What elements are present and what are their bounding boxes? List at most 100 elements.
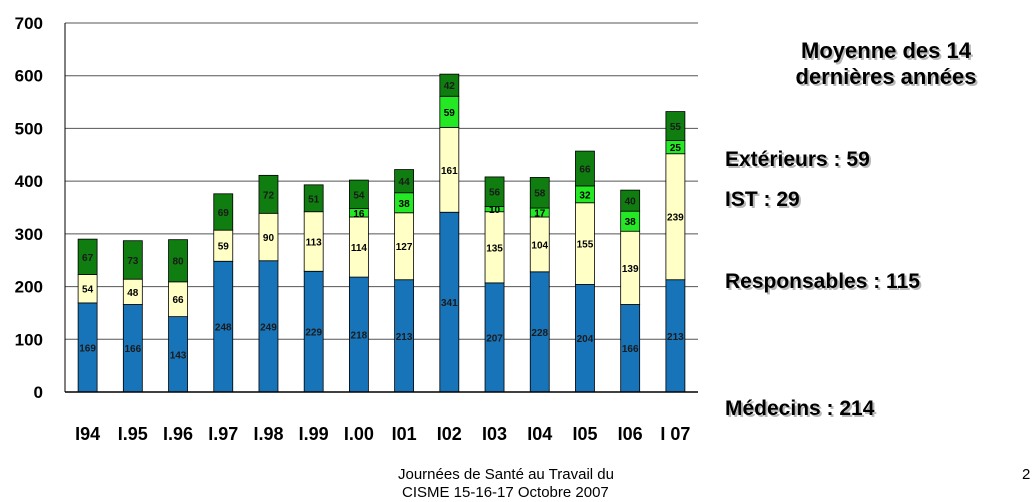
data-label-exterieurs: 51 bbox=[308, 194, 320, 205]
x-tick-label: I.99 bbox=[299, 424, 329, 444]
stat-ist: IST : 29 bbox=[725, 188, 800, 211]
x-tick-label: I05 bbox=[572, 424, 597, 444]
data-label-exterieurs: 44 bbox=[399, 177, 411, 188]
data-label-responsables: 161 bbox=[441, 166, 458, 177]
data-label-exterieurs: 73 bbox=[127, 256, 139, 267]
y-tick-label: 100 bbox=[15, 330, 43, 349]
data-label-exterieurs: 67 bbox=[82, 253, 94, 264]
stat-exterieurs: Extérieurs : 59 bbox=[725, 148, 870, 171]
data-label-responsables: 127 bbox=[396, 242, 413, 253]
stat-responsables: Responsables : 115 bbox=[725, 270, 920, 293]
data-label-medecins: 143 bbox=[170, 350, 187, 361]
y-tick-label: 0 bbox=[34, 383, 43, 402]
y-tick-label: 400 bbox=[15, 172, 43, 191]
x-tick-label: I03 bbox=[482, 424, 507, 444]
data-label-medecins: 204 bbox=[577, 334, 594, 345]
data-label-exterieurs: 56 bbox=[489, 188, 501, 199]
x-tick-label: I.95 bbox=[118, 424, 148, 444]
footer-line2: CISME 15-16-17 Octobre 2007 bbox=[402, 484, 609, 501]
data-label-exterieurs: 54 bbox=[353, 190, 365, 201]
stacked-bar-chart: 169 54 67 166 48 73 143 66 80 248 59 69 249 90 72 229 11… bbox=[15, 14, 698, 444]
data-label-medecins: 166 bbox=[622, 344, 639, 355]
data-label-ist: 59 bbox=[444, 108, 456, 119]
data-label-ist: 17 bbox=[534, 209, 546, 220]
data-label-responsables: 66 bbox=[172, 295, 184, 306]
side-title-line1: Moyenne des 14 bbox=[801, 38, 971, 63]
data-label-responsables: 59 bbox=[218, 242, 230, 253]
side-panel-title: Moyenne des 14 dernières années bbox=[736, 38, 1036, 90]
data-label-exterieurs: 40 bbox=[625, 197, 637, 208]
data-label-responsables: 135 bbox=[486, 243, 503, 254]
x-tick-label: I 07 bbox=[660, 424, 690, 444]
data-label-responsables: 239 bbox=[667, 213, 684, 224]
data-label-exterieurs: 42 bbox=[444, 81, 456, 92]
axis-layer: 0 100 200 300 400 500 600 700 I94 I.95 I.96 I.97 I.9… bbox=[15, 14, 698, 444]
grid-layer bbox=[65, 22, 698, 340]
data-label-ist: 16 bbox=[353, 209, 365, 220]
y-tick-label: 500 bbox=[15, 119, 43, 138]
data-label-exterieurs: 55 bbox=[670, 122, 682, 133]
data-label-medecins: 228 bbox=[531, 328, 548, 339]
data-label-medecins: 341 bbox=[441, 298, 458, 309]
data-label-medecins: 213 bbox=[667, 332, 684, 343]
bar-segment-exterieurs bbox=[620, 189, 641, 212]
data-label-exterieurs: 80 bbox=[172, 257, 184, 268]
data-label-medecins: 249 bbox=[260, 322, 277, 333]
bar-segment-exterieurs bbox=[394, 169, 415, 194]
bar-segment-exterieurs bbox=[529, 177, 550, 209]
bar-segment-exterieurs bbox=[348, 179, 369, 209]
bar-segment-exterieurs bbox=[575, 150, 595, 187]
y-tick-label: 700 bbox=[15, 14, 43, 33]
x-tick-label: I.98 bbox=[253, 424, 283, 444]
data-label-medecins: 169 bbox=[79, 343, 96, 354]
data-label-responsables: 104 bbox=[531, 240, 548, 251]
data-label-responsables: 114 bbox=[351, 243, 368, 254]
bar-segment-exterieurs bbox=[122, 240, 143, 280]
bar-segment-exterieurs bbox=[439, 73, 460, 97]
data-label-ist: 32 bbox=[579, 190, 591, 201]
data-label-exterieurs: 66 bbox=[579, 164, 591, 175]
data-label-ist: 25 bbox=[670, 143, 682, 154]
data-label-responsables: 155 bbox=[577, 240, 594, 251]
x-tick-label: I06 bbox=[618, 424, 643, 444]
bar-segment-exterieurs bbox=[168, 239, 188, 283]
x-tick-label: I01 bbox=[392, 424, 417, 444]
y-tick-label: 200 bbox=[15, 278, 43, 297]
data-label-responsables: 90 bbox=[263, 233, 275, 244]
data-label-ist: 38 bbox=[399, 199, 411, 210]
bar-segment-exterieurs bbox=[258, 174, 279, 214]
data-label-medecins: 218 bbox=[351, 331, 368, 342]
bar-segment-exterieurs bbox=[77, 238, 98, 275]
page-number: 2 bbox=[1022, 466, 1031, 483]
bar-segment-exterieurs bbox=[303, 184, 324, 213]
x-tick-label: I02 bbox=[437, 424, 462, 444]
x-tick-label: I.97 bbox=[208, 424, 238, 444]
bar-segment-exterieurs bbox=[213, 193, 234, 231]
bar-segment-exterieurs bbox=[484, 176, 505, 207]
data-label-medecins: 166 bbox=[124, 344, 141, 355]
data-label-responsables: 113 bbox=[306, 238, 323, 249]
data-label-ist: 10 bbox=[489, 205, 501, 216]
bars-layer: 169 54 67 166 48 73 143 66 80 248 59 69 249 90 72 229 11… bbox=[77, 73, 686, 393]
x-tick-label: I94 bbox=[75, 424, 100, 444]
data-label-responsables: 54 bbox=[82, 285, 94, 296]
y-tick-label: 600 bbox=[15, 67, 43, 86]
data-label-medecins: 213 bbox=[396, 332, 413, 343]
x-tick-label: I.96 bbox=[163, 424, 193, 444]
data-label-exterieurs: 72 bbox=[263, 190, 275, 201]
footer-line1: Journées de Santé au Travail du bbox=[398, 466, 614, 483]
data-label-medecins: 229 bbox=[305, 328, 322, 339]
x-tick-label: I.00 bbox=[344, 424, 374, 444]
data-label-responsables: 139 bbox=[622, 264, 639, 275]
x-tick-label: I04 bbox=[527, 424, 552, 444]
y-tick-label: 300 bbox=[15, 225, 43, 244]
bar-segment-exterieurs bbox=[665, 111, 686, 141]
data-label-ist: 38 bbox=[625, 217, 637, 228]
data-label-medecins: 207 bbox=[486, 333, 503, 344]
data-label-responsables: 48 bbox=[127, 288, 139, 299]
data-label-medecins: 248 bbox=[215, 323, 232, 334]
data-label-exterieurs: 58 bbox=[534, 189, 546, 200]
data-label-exterieurs: 69 bbox=[218, 208, 230, 219]
stat-medecins: Médecins : 214 bbox=[725, 397, 875, 420]
side-title-line2: dernières années bbox=[795, 64, 977, 89]
